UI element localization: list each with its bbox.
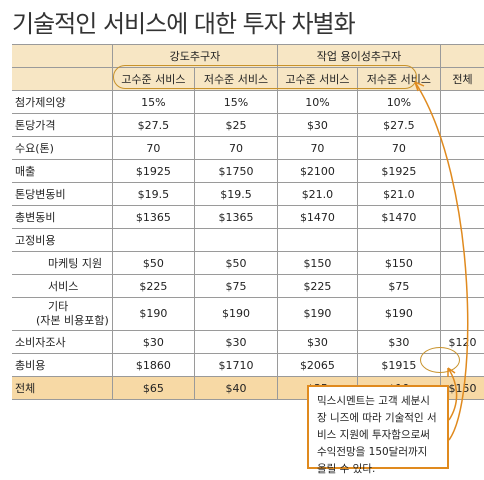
table-cell — [111, 228, 195, 252]
table-row: 서비스 $225 $75 $225 $75 — [12, 274, 484, 298]
row-label-line: (자본 비용포함) — [36, 314, 109, 327]
table-cell: $1365 — [193, 205, 279, 229]
table-cell: $1750 — [193, 159, 279, 183]
callout-note: 믹스시멘트는 고객 세분시장 니즈에 따라 기술적인 서비스 지원에 투자함으로… — [307, 385, 449, 475]
table-row: 총변동비 $1365 $1365 $1470 $1470 — [12, 205, 484, 229]
table-row: 수요(톤) 70 70 70 70 — [12, 136, 484, 160]
row-label: 총변동비 — [12, 205, 113, 229]
table-row: 첨가제의양 15% 15% 10% 10% — [12, 90, 484, 114]
table-cell: $150 — [277, 251, 358, 275]
table-cell: 15% — [111, 90, 195, 114]
row-label: 마케팅 지원 — [12, 251, 113, 275]
column-header: 고수준 서비스 — [277, 67, 358, 91]
corner-cell — [12, 67, 113, 91]
row-label: 기타 (자본 비용포함) — [12, 297, 113, 331]
table-cell: $40 — [193, 376, 279, 400]
table-cell: $30 — [111, 330, 195, 354]
table-cell: 70 — [277, 136, 358, 160]
table-cell: $2100 — [277, 159, 358, 183]
table-row: 매출 $1925 $1750 $2100 $1925 — [12, 159, 484, 183]
table-cell — [440, 205, 484, 229]
header-highlight-oval — [113, 65, 417, 89]
table-cell: $21.0 — [277, 182, 358, 206]
row-label: 톤당변동비 — [12, 182, 113, 206]
table-cell: 15% — [193, 90, 279, 114]
table-cell — [440, 182, 484, 206]
row-label: 서비스 — [12, 274, 113, 298]
column-header: 저수준 서비스 — [193, 67, 279, 91]
table-cell: $50 — [111, 251, 195, 275]
table-row: 총비용 $1860 $1710 $2065 $1915 — [12, 353, 484, 377]
row-label: 전체 — [12, 376, 113, 400]
row-label: 수요(톤) — [12, 136, 113, 160]
table-cell: $65 — [111, 376, 195, 400]
table-cell: $190 — [277, 297, 358, 331]
row-label-line: 기타 — [48, 300, 69, 313]
table-cell: $2065 — [277, 353, 358, 377]
table-cell: $1470 — [356, 205, 442, 229]
table-cell: $150 — [356, 251, 442, 275]
investment-table: 강도추구자 작업 용이성추구자 고수준 서비스 저수준 서비스 고수준 서비스 … — [12, 44, 484, 400]
table-cell — [193, 228, 279, 252]
table-cell: $30 — [277, 113, 358, 137]
table-cell: $1925 — [111, 159, 195, 183]
table-row: 마케팅 지원 $50 $50 $150 $150 — [12, 251, 484, 275]
table-row: 고정비용 — [12, 228, 484, 252]
row-label: 톤당가격 — [12, 113, 113, 137]
total-highlight-circle — [420, 347, 460, 373]
table-row: 소비자조사 $30 $30 $30 $30 $120 — [12, 330, 484, 354]
table-row: 기타 (자본 비용포함) $190 $190 $190 $190 — [12, 297, 484, 331]
table-cell: $50 — [193, 251, 279, 275]
table-cell — [440, 297, 484, 331]
table-cell: $190 — [356, 297, 442, 331]
table-cell: $225 — [277, 274, 358, 298]
table-cell: $75 — [193, 274, 279, 298]
page-title: 기술적인 서비스에 대한 투자 차별화 — [12, 10, 356, 38]
table-cell: $190 — [111, 297, 195, 331]
row-label: 고정비용 — [12, 228, 113, 252]
group-strategy-b: 작업 용이성추구자 — [277, 44, 442, 68]
row-label: 소비자조사 — [12, 330, 113, 354]
row-label: 첨가제의양 — [12, 90, 113, 114]
